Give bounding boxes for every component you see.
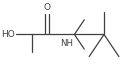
Text: NH: NH [60, 39, 73, 48]
Text: O: O [44, 3, 51, 12]
Text: HO: HO [1, 30, 15, 39]
